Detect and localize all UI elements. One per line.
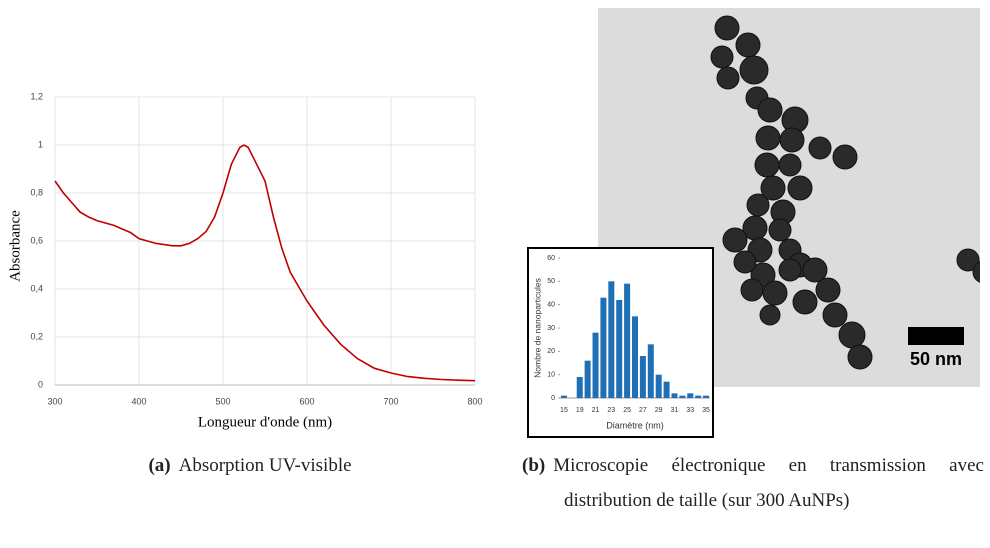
particle <box>792 289 818 315</box>
particle <box>768 218 792 242</box>
particle <box>838 321 866 349</box>
bar <box>663 381 670 398</box>
particle <box>972 261 980 283</box>
particles <box>710 15 980 370</box>
y-tick-label: 30 <box>547 325 555 332</box>
y-tick-label: 1,2 <box>30 91 43 101</box>
x-tick-label: 15 <box>560 407 568 414</box>
x-tick-label: 21 <box>592 407 600 414</box>
particle <box>808 136 832 160</box>
y-tick-label: 40 <box>547 302 555 309</box>
x-tick-label: 400 <box>131 396 146 406</box>
y-tick-label: 50 <box>547 278 555 285</box>
bar <box>687 393 694 398</box>
x-tick-label: 35 <box>702 407 710 414</box>
particle <box>722 227 748 253</box>
bar <box>576 377 583 398</box>
particle <box>762 280 788 306</box>
caption-b: (b) Microscopie électronique en transmiss… <box>522 448 984 518</box>
x-axis-label: Diamètre (nm) <box>606 420 664 430</box>
y-axis-label: Absorbance <box>7 210 23 282</box>
caption-label: (b) <box>522 455 546 476</box>
caption-text: Absorption UV-visible <box>178 455 352 476</box>
particle <box>779 127 805 153</box>
particle <box>733 250 757 274</box>
caption-text: Microscopie électronique en transmission… <box>553 455 984 511</box>
x-tick-label: 33 <box>686 407 694 414</box>
caption-label: (a) <box>148 455 171 476</box>
x-tick-label: 300 <box>47 396 62 406</box>
y-tick-label: 0 <box>38 379 43 389</box>
x-tick-label: 25 <box>623 407 631 414</box>
particle <box>822 302 848 328</box>
particle <box>757 97 783 123</box>
bar <box>655 374 662 398</box>
x-tick-label: 800 <box>467 396 482 406</box>
y-tick-label: 0,4 <box>30 283 43 293</box>
x-tick-label: 600 <box>299 396 314 406</box>
particle <box>778 153 802 177</box>
y-tick-label: 1 <box>38 139 43 149</box>
x-tick-label: 500 <box>215 396 230 406</box>
particle <box>760 175 786 201</box>
inset-frame <box>527 247 714 438</box>
particle <box>815 277 841 303</box>
caption-a: (a) Absorption UV-visible <box>120 448 380 483</box>
particle <box>787 175 813 201</box>
scale-bar <box>908 327 964 345</box>
particle <box>716 66 740 90</box>
particle <box>759 304 781 326</box>
particle <box>755 125 781 151</box>
bar <box>695 395 702 398</box>
bar <box>639 356 646 398</box>
x-tick-label: 31 <box>671 407 679 414</box>
particle <box>802 257 828 283</box>
particle <box>832 144 858 170</box>
bar <box>679 395 686 398</box>
x-tick-label: 29 <box>655 407 663 414</box>
x-tick-label: 700 <box>383 396 398 406</box>
bar <box>584 360 591 398</box>
bar <box>600 297 607 398</box>
y-tick-label: 60 <box>547 255 555 262</box>
y-tick-label: 0,2 <box>30 331 43 341</box>
particle <box>956 248 980 272</box>
bar <box>632 316 638 398</box>
scale-label: 50 nm <box>910 349 962 369</box>
y-tick-label: 0,8 <box>30 187 43 197</box>
y-tick-label: 0,6 <box>30 235 43 245</box>
y-tick-label: 20 <box>547 348 555 355</box>
bar <box>592 332 599 398</box>
x-axis-label: Longueur d'onde (nm) <box>198 414 332 430</box>
particle <box>735 32 761 58</box>
particle <box>847 344 873 370</box>
y-tick-label: 0 <box>551 395 555 402</box>
particle <box>740 278 764 302</box>
particle <box>739 55 769 85</box>
particle <box>714 15 740 41</box>
particle <box>754 152 780 178</box>
particle <box>778 258 802 282</box>
x-tick-label: 27 <box>639 407 647 414</box>
bar <box>560 395 567 398</box>
bar <box>647 344 654 398</box>
particle <box>746 193 770 217</box>
particle <box>710 45 734 69</box>
bar <box>624 283 631 398</box>
bar <box>703 395 710 398</box>
absorbance-line <box>54 144 476 382</box>
x-tick-label: 23 <box>607 407 615 414</box>
y-axis-label: Nombre de nanoparticules <box>532 278 542 378</box>
bar <box>671 393 678 398</box>
bar <box>608 281 615 398</box>
bar <box>616 300 623 398</box>
y-tick-label: 10 <box>547 372 555 379</box>
x-tick-label: 19 <box>576 407 584 414</box>
